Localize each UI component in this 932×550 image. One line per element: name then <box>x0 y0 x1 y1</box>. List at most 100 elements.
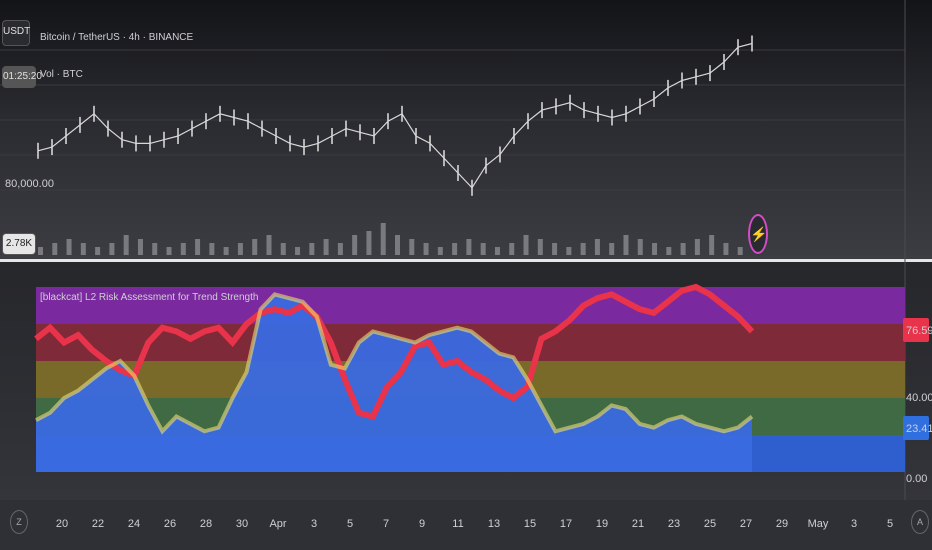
volume-bar <box>566 247 572 255</box>
price-grid <box>0 0 906 500</box>
time-label: 24 <box>128 518 140 530</box>
volume-bar <box>166 247 172 255</box>
time-label: 11 <box>452 518 463 530</box>
volume-bar <box>523 235 529 255</box>
time-label: 9 <box>419 518 425 530</box>
pane-divider[interactable] <box>0 259 932 262</box>
time-label: 23 <box>668 518 680 530</box>
volume-bar <box>594 239 600 255</box>
volume-bar <box>123 235 129 255</box>
volume-bar <box>709 235 715 255</box>
volume-bar <box>80 243 86 255</box>
indicator-badge-blue <box>903 416 929 440</box>
ytick-40: 40.00 <box>906 392 932 404</box>
indicator-badge-red-value: 76.59 <box>906 325 932 337</box>
volume-value-badge: 2.78K <box>2 233 36 255</box>
volume-bar <box>666 247 672 255</box>
volume-bar <box>423 243 429 255</box>
time-label: 5 <box>347 518 353 530</box>
price-tick: 80,000.00 <box>5 178 54 190</box>
time-axis <box>0 500 932 550</box>
time-label: 17 <box>560 518 572 530</box>
volume-bar <box>637 239 643 255</box>
volume-bar <box>109 243 115 255</box>
time-label: 7 <box>383 518 389 530</box>
volume-bar <box>466 239 472 255</box>
volume-label: Vol · BTC <box>40 69 83 80</box>
volume-bar <box>652 243 658 255</box>
time-label: 28 <box>200 518 212 530</box>
price-candles <box>37 35 753 196</box>
time-label: 27 <box>740 518 752 530</box>
volume-bar <box>480 243 486 255</box>
volume-bar <box>66 239 72 255</box>
chart-title: Bitcoin / TetherUS · 4h · BINANCE <box>40 32 194 43</box>
time-label: 26 <box>164 518 176 530</box>
volume-bar <box>509 243 515 255</box>
volume-bar <box>180 243 186 255</box>
volume-bar <box>152 243 158 255</box>
volume-bar <box>623 235 629 255</box>
volume-bar <box>237 243 243 255</box>
volume-bar <box>609 243 615 255</box>
volume-bar <box>694 239 700 255</box>
volume-bar <box>95 247 101 255</box>
time-label: 3 <box>311 518 317 530</box>
time-label: 25 <box>704 518 716 530</box>
volume-bar <box>209 243 215 255</box>
symbol-button[interactable]: USDT <box>2 20 30 46</box>
volume-bar <box>366 231 372 255</box>
volume-bar <box>395 235 400 255</box>
time-label: 3 <box>851 518 857 530</box>
time-label: 20 <box>56 518 68 530</box>
volume-bar <box>580 243 586 255</box>
volume-bar <box>380 223 386 255</box>
price-line <box>37 42 753 189</box>
time-label: 19 <box>596 518 608 530</box>
volume-bar <box>737 247 743 255</box>
indicator-zone-0 <box>36 287 905 324</box>
indicator-areas <box>34 283 755 472</box>
volume-bar <box>309 243 315 255</box>
time-label: 21 <box>632 518 644 530</box>
time-label: 5 <box>887 518 893 530</box>
right-nav-icon[interactable]: A <box>911 510 929 534</box>
time-label: May <box>808 518 829 530</box>
volume-bar <box>494 247 500 255</box>
time-label: 22 <box>92 518 104 530</box>
volume-bar <box>680 243 686 255</box>
left-nav-icon[interactable]: Z <box>10 510 28 534</box>
lightning-icon[interactable]: ⚡ <box>748 214 768 254</box>
time-label: 29 <box>776 518 788 530</box>
volume-bar <box>437 247 443 255</box>
indicator-line-yellow <box>35 292 754 435</box>
countdown-badge: 01:25:20 <box>2 66 42 88</box>
volume-bars <box>38 223 743 255</box>
volume-bar <box>323 239 329 255</box>
volume-bar <box>195 239 201 255</box>
indicator-line-red <box>34 283 755 421</box>
volume-bar <box>537 239 543 255</box>
time-label: Apr <box>269 518 286 530</box>
volume-bar <box>295 247 301 255</box>
volume-bar <box>337 243 343 255</box>
indicator-title: [blackcat] L2 Risk Assessment for Trend … <box>40 292 258 303</box>
volume-bar <box>352 235 358 255</box>
volume-bar <box>452 243 458 255</box>
time-label: 30 <box>236 518 248 530</box>
price-pane[interactable] <box>0 0 932 260</box>
volume-bar <box>52 243 58 255</box>
ytick-0: 0.00 <box>906 473 927 485</box>
indicator-badge-red <box>903 318 929 342</box>
time-label: 13 <box>488 518 500 530</box>
volume-bar <box>409 239 415 255</box>
indicator-badge-blue-value: 23.41 <box>906 423 932 435</box>
volume-bar <box>552 243 558 255</box>
volume-bar <box>223 247 229 255</box>
volume-bar <box>137 239 143 255</box>
volume-bar <box>252 239 258 255</box>
volume-bar <box>266 235 272 255</box>
volume-bar <box>723 243 729 255</box>
volume-bar <box>280 243 286 255</box>
